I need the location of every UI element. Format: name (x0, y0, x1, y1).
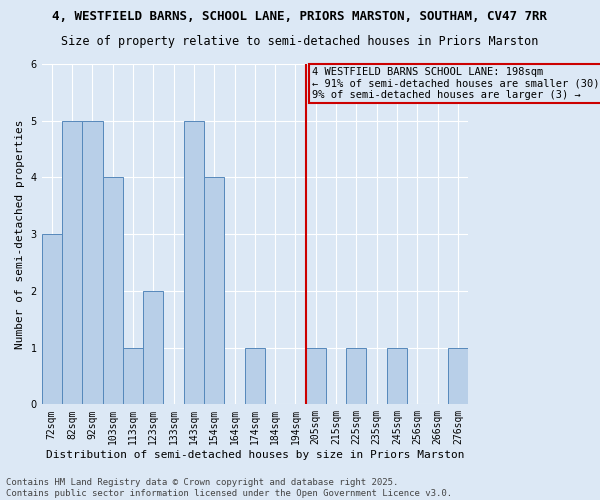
Bar (103, 178, 123, 404)
Text: Size of property relative to semi-detached houses in Priors Marston: Size of property relative to semi-detach… (61, 35, 539, 48)
Bar (346, 348, 367, 405)
Text: 4, WESTFIELD BARNS, SCHOOL LANE, PRIORS MARSTON, SOUTHAM, CV47 7RR: 4, WESTFIELD BARNS, SCHOOL LANE, PRIORS … (53, 10, 548, 23)
Bar (204, 178, 224, 404)
Bar (143, 291, 163, 405)
Text: Contains HM Land Registry data © Crown copyright and database right 2025.
Contai: Contains HM Land Registry data © Crown c… (6, 478, 452, 498)
Bar (245, 348, 265, 405)
Bar (448, 348, 468, 405)
Bar (62, 120, 82, 405)
X-axis label: Distribution of semi-detached houses by size in Priors Marston: Distribution of semi-detached houses by … (46, 450, 464, 460)
Bar (305, 348, 326, 405)
Bar (82, 120, 103, 405)
Bar (387, 348, 407, 405)
Bar (184, 120, 204, 405)
Bar (123, 348, 143, 405)
Text: 4 WESTFIELD BARNS SCHOOL LANE: 198sqm
← 91% of semi-detached houses are smaller : 4 WESTFIELD BARNS SCHOOL LANE: 198sqm ← … (311, 67, 599, 100)
Bar (41, 234, 62, 404)
Y-axis label: Number of semi-detached properties: Number of semi-detached properties (15, 120, 25, 349)
